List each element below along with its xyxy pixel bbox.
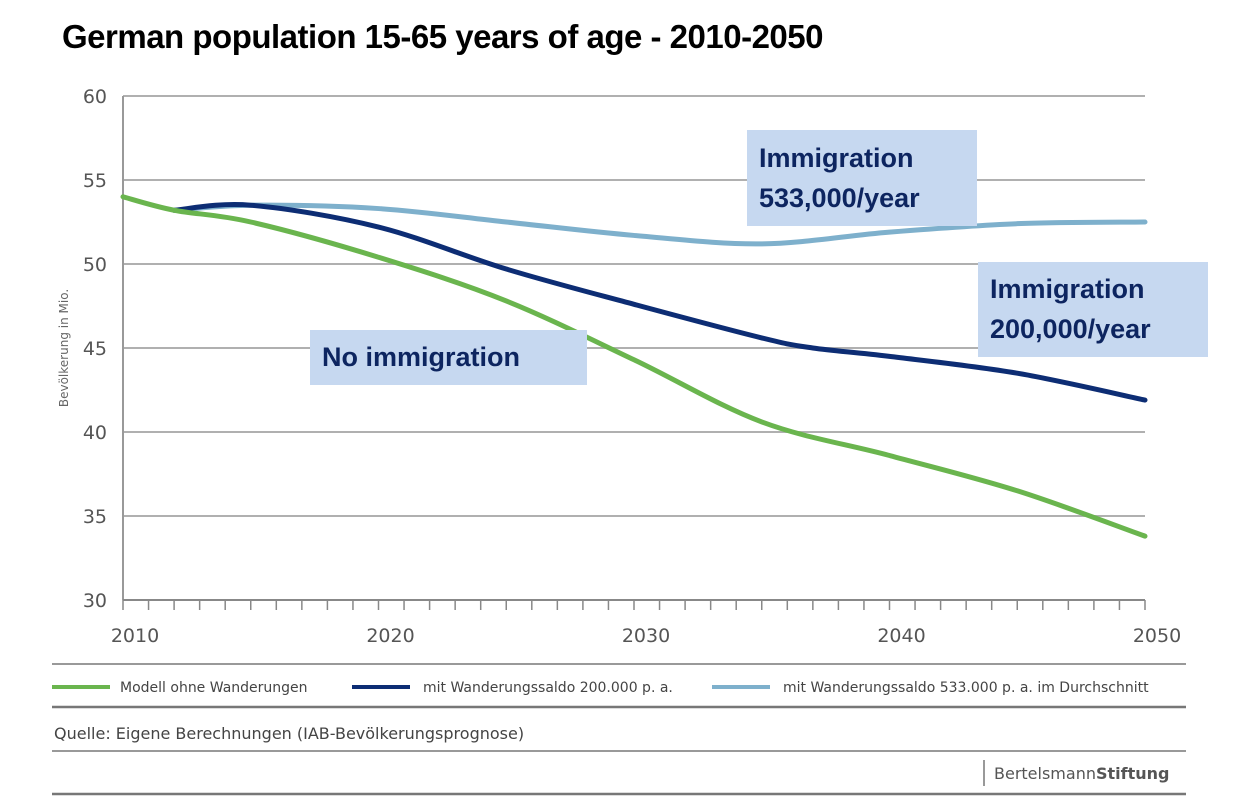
- y-tick-label: 40: [83, 422, 107, 444]
- brand-part1: Bertelsmann: [994, 764, 1096, 783]
- x-tick-label: 2050: [1133, 625, 1181, 647]
- annotation-line: Immigration: [759, 143, 914, 173]
- legend-label: Modell ohne Wanderungen: [120, 680, 308, 696]
- legend: Modell ohne Wanderungen mit Wanderungssal…: [52, 680, 1149, 696]
- y-tick-label: 35: [83, 506, 107, 528]
- page-title: German population 15-65 years of age - 2…: [62, 18, 824, 55]
- y-tick-label: 55: [83, 170, 107, 192]
- x-tick-label: 2040: [877, 625, 925, 647]
- legend-item-migration-200000: mit Wanderungssaldo 200.000 p. a.: [352, 680, 673, 696]
- legend-item-migration-533000: mit Wanderungssaldo 533.000 p. a. im Dur…: [712, 680, 1149, 696]
- y-tick-label: 45: [83, 338, 107, 360]
- annotation-line: 533,000/year: [759, 183, 920, 213]
- annotation-immigration-200000: Immigration 200,000/year: [978, 262, 1208, 357]
- annotation-no-immigration: No immigration: [310, 330, 587, 385]
- series-line-migration-533000: [171, 202, 1148, 247]
- annotation-line: 200,000/year: [990, 314, 1151, 344]
- y-tick-label: 30: [83, 590, 107, 612]
- brand-part2: Stiftung: [1096, 764, 1170, 783]
- annotation-immigration-533000: Immigration 533,000/year: [747, 130, 977, 226]
- axes: 30 35 40 45 50 55 60 2010 2020 2030 2040 2050 Bevölk…: [57, 86, 1181, 647]
- footer: Quelle: Eigene Berechnungen (IAB-Bevölke…: [52, 663, 1186, 796]
- series-line-no-migration: [120, 194, 1148, 539]
- x-tick-label: 2010: [111, 625, 159, 647]
- y-tick-label: 60: [83, 86, 107, 108]
- series-lines: [120, 194, 1148, 539]
- gridlines: [123, 95, 1145, 517]
- legend-label: mit Wanderungssaldo 533.000 p. a. im Dur…: [783, 680, 1149, 696]
- x-tick-label: 2020: [366, 625, 414, 647]
- brand-logo: BertelsmannStiftung: [994, 764, 1169, 783]
- y-axis-label: Bevölkerung in Mio.: [57, 289, 71, 407]
- y-tick-label: 50: [83, 254, 107, 276]
- x-tick-label: 2030: [622, 625, 670, 647]
- source-note: Quelle: Eigene Berechnungen (IAB-Bevölke…: [54, 724, 524, 743]
- legend-label: mit Wanderungssaldo 200.000 p. a.: [423, 680, 673, 696]
- annotation-line: No immigration: [322, 342, 521, 372]
- annotation-line: Immigration: [990, 274, 1145, 304]
- series-line-migration-200000: [171, 202, 1148, 403]
- legend-item-no-migration: Modell ohne Wanderungen: [52, 680, 308, 696]
